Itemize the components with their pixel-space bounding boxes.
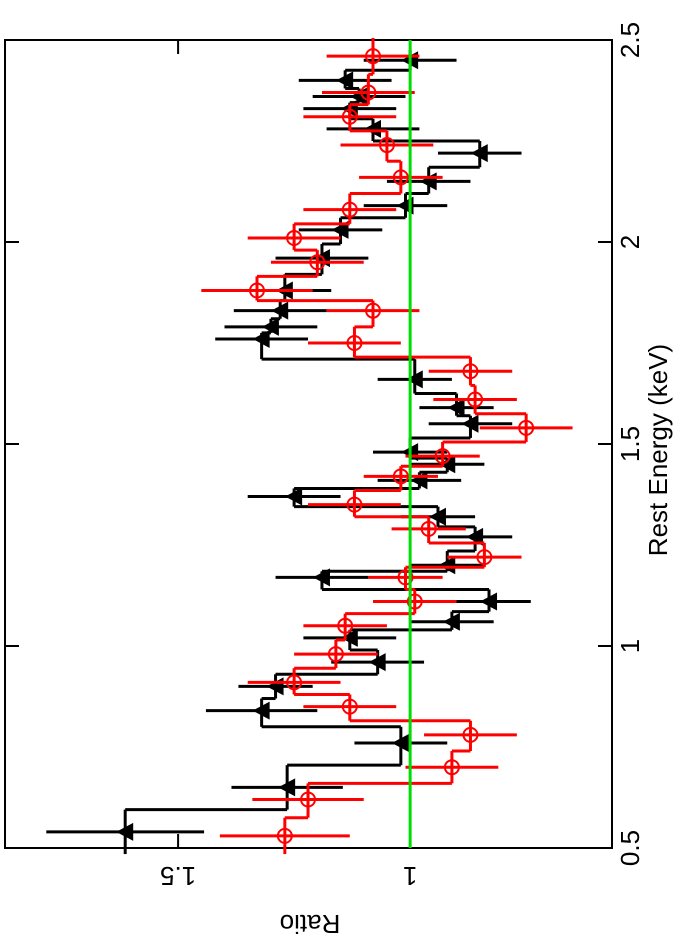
marker (438, 556, 456, 575)
marker (340, 628, 358, 647)
x-tick-label: 1 (615, 639, 645, 653)
y-axis-label: Ratio (280, 909, 341, 938)
x-tick-label: 1.5 (615, 426, 645, 462)
marker (331, 220, 349, 239)
marker (252, 701, 270, 720)
marker (116, 822, 134, 841)
marker (261, 317, 279, 336)
marker (470, 144, 488, 163)
marker (391, 733, 409, 752)
y-tick-label: 1 (403, 861, 417, 891)
marker (461, 414, 479, 433)
x-tick-label: 0.5 (615, 830, 645, 866)
marker (278, 778, 296, 797)
marker (405, 370, 423, 389)
x-tick-label: 2 (615, 235, 645, 249)
marker (364, 119, 382, 138)
marker (480, 592, 498, 611)
marker (466, 527, 484, 546)
marker (312, 568, 330, 587)
marker (271, 301, 289, 320)
marker (442, 612, 460, 631)
marker (336, 71, 354, 90)
marker (438, 455, 456, 474)
marker (428, 507, 446, 526)
marker (368, 653, 386, 672)
marker (447, 398, 465, 417)
y-tick-label: 1.5 (160, 861, 196, 891)
x-axis-label: Rest Energy (keV) (643, 344, 673, 556)
x-tick-label: 2.5 (615, 22, 645, 58)
marker (252, 329, 270, 348)
marker (285, 487, 303, 506)
